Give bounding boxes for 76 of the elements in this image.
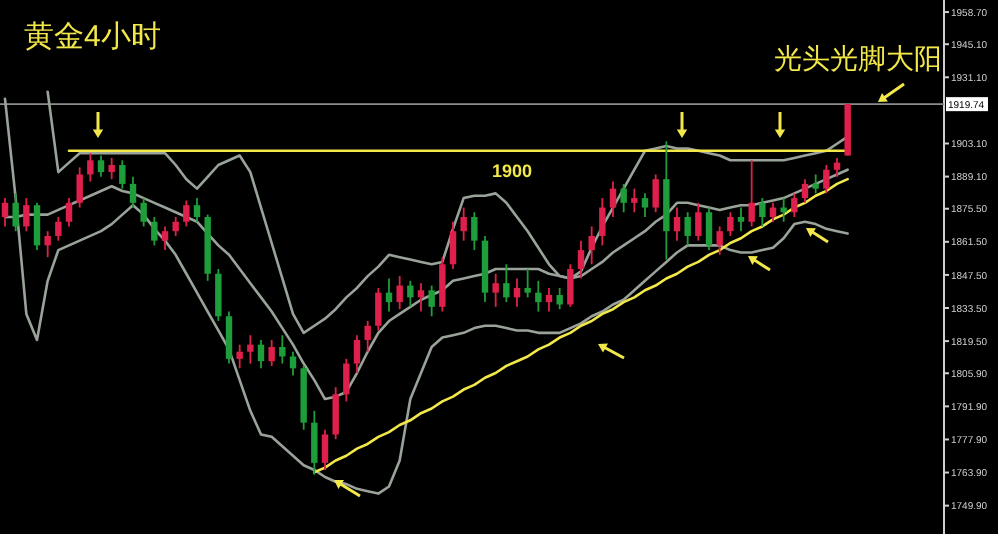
candlestick [705, 206, 713, 251]
candlestick [588, 225, 595, 266]
annotation: 1900 [491, 160, 533, 181]
candlestick [524, 268, 531, 299]
candlestick [556, 287, 563, 311]
candlestick [673, 206, 681, 242]
candlestick [1, 197, 9, 228]
candlestick [695, 201, 702, 242]
candlestick [236, 343, 243, 370]
candlestick [76, 166, 83, 209]
candlestick [396, 275, 403, 311]
candlestick [545, 287, 553, 313]
candlestick [268, 339, 275, 367]
candlestick [119, 159, 126, 190]
candlestick [620, 183, 627, 214]
candlestick [407, 279, 414, 308]
candlestick [791, 192, 798, 218]
candlestick [65, 197, 73, 228]
candlestick [684, 211, 691, 247]
candlestick [353, 334, 361, 374]
candlestick [823, 164, 830, 195]
candlestick [332, 386, 339, 441]
candlestick [812, 173, 819, 195]
candlestick [449, 220, 457, 270]
candlestick [311, 409, 318, 476]
candlestick [428, 284, 435, 318]
candlestick [631, 187, 638, 214]
candlestick [215, 268, 222, 322]
candlestick [247, 334, 254, 365]
candlestick [471, 211, 478, 251]
candlestick [33, 201, 41, 251]
line-series [3, 97, 849, 495]
candlestick [55, 216, 62, 242]
candlestick [567, 263, 574, 308]
candlestick [44, 230, 51, 259]
candlestick [460, 206, 467, 242]
candlestick [599, 197, 606, 247]
candlestick [652, 173, 659, 214]
candlestick [151, 216, 158, 247]
candlestick [801, 178, 809, 204]
candlestick [97, 154, 105, 178]
annotation: 光头光脚大阳 [774, 42, 942, 74]
candlestick [577, 239, 585, 280]
candlestick [87, 152, 94, 183]
candlestick [364, 320, 371, 353]
candlestick [780, 197, 787, 223]
candlestick [161, 225, 169, 251]
candlestick [737, 206, 745, 233]
candlestick [140, 197, 147, 228]
text: 黄金4小时 [24, 20, 161, 54]
candlestick [108, 157, 115, 181]
candlestick [375, 287, 382, 332]
candlestick [23, 197, 30, 233]
candlestick [225, 310, 233, 365]
candlestick [193, 197, 201, 223]
candlestick [727, 211, 734, 237]
candlestick [748, 159, 755, 228]
candlestick [343, 357, 350, 403]
candlestick [833, 157, 841, 178]
candlestick [417, 282, 425, 313]
candlestick [321, 428, 329, 471]
candlestick [641, 192, 649, 218]
candlestick [535, 279, 542, 313]
candlestick [716, 225, 723, 256]
candlestick [503, 263, 510, 303]
candlestick [439, 256, 446, 313]
candlestick [289, 350, 297, 377]
candlestick [172, 216, 179, 237]
candlestick [279, 334, 286, 365]
candlestick [492, 272, 499, 308]
candlestick [129, 175, 137, 209]
candlestick [609, 180, 617, 218]
candlestick [12, 192, 19, 233]
candlestick [759, 197, 766, 228]
candlestick [257, 339, 265, 370]
candlestick [183, 199, 190, 228]
